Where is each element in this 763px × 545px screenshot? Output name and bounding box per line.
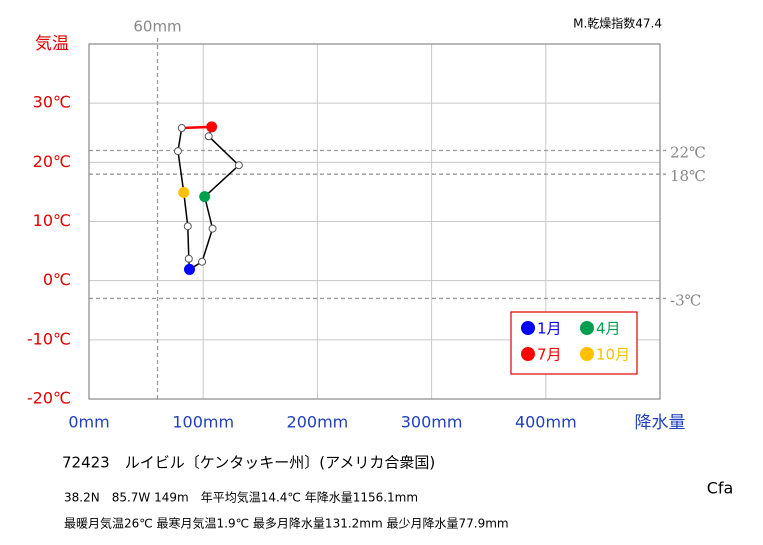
reference-label: 22℃ — [670, 144, 706, 162]
segment — [177, 150, 185, 193]
reference-label: 18℃ — [670, 167, 706, 185]
info: 38.2N 85.7W 149m 年平均気温14.4℃ 年降水量1156.1mm — [64, 490, 418, 505]
plot-border — [88, 43, 661, 400]
segment — [201, 228, 214, 262]
y-tick-label: 20℃ — [33, 152, 71, 171]
climate-class: Cfa — [707, 479, 734, 498]
point — [208, 224, 217, 233]
x-tick-label: 200mm — [287, 413, 349, 432]
point — [234, 161, 243, 170]
x-tick-label: 0mm — [68, 413, 109, 432]
point — [184, 254, 193, 263]
info: 最暖月気温26℃ 最寒月気温1.9℃ 最多月降水量131.2mm 最少月降水量7… — [64, 516, 509, 531]
y-tick-label: 0℃ — [43, 270, 71, 289]
segment — [183, 192, 189, 227]
point — [177, 124, 186, 133]
segment — [187, 226, 190, 259]
x-tick-label: 100mm — [172, 413, 234, 432]
legend-label: 10月 — [596, 346, 630, 364]
x-tick-label: 400mm — [515, 413, 577, 432]
y-tick-label: 10℃ — [33, 211, 71, 230]
legend-label: 1月 — [537, 320, 562, 338]
x-axis-label: 降水量 — [635, 413, 686, 433]
y-tick-label: -20℃ — [27, 389, 71, 408]
point — [183, 263, 195, 275]
station: 72423 ルイビル〔ケンタッキー州〕(アメリカ合衆国) — [62, 454, 435, 472]
x-tick-label: 300mm — [401, 413, 463, 432]
point — [198, 257, 207, 266]
point — [204, 132, 213, 141]
legend-marker — [521, 321, 535, 335]
point — [173, 147, 182, 156]
segment — [204, 164, 240, 198]
legend-label: 4月 — [596, 320, 621, 338]
y-tick-label: -10℃ — [27, 329, 71, 348]
index-label: M.乾燥指数47.4 — [573, 16, 662, 31]
point — [178, 187, 190, 199]
legend-marker — [580, 347, 594, 361]
legend-marker — [580, 321, 594, 335]
point — [183, 222, 192, 231]
legend-marker — [521, 347, 535, 361]
point — [199, 191, 211, 203]
segment — [208, 135, 240, 166]
y-axis-label: 気温 — [35, 34, 69, 54]
reference-label: 60mm — [133, 18, 181, 36]
reference-label: -3℃ — [670, 291, 701, 309]
y-tick-label: 30℃ — [33, 93, 71, 112]
legend-label: 7月 — [537, 346, 562, 364]
point — [206, 121, 218, 133]
